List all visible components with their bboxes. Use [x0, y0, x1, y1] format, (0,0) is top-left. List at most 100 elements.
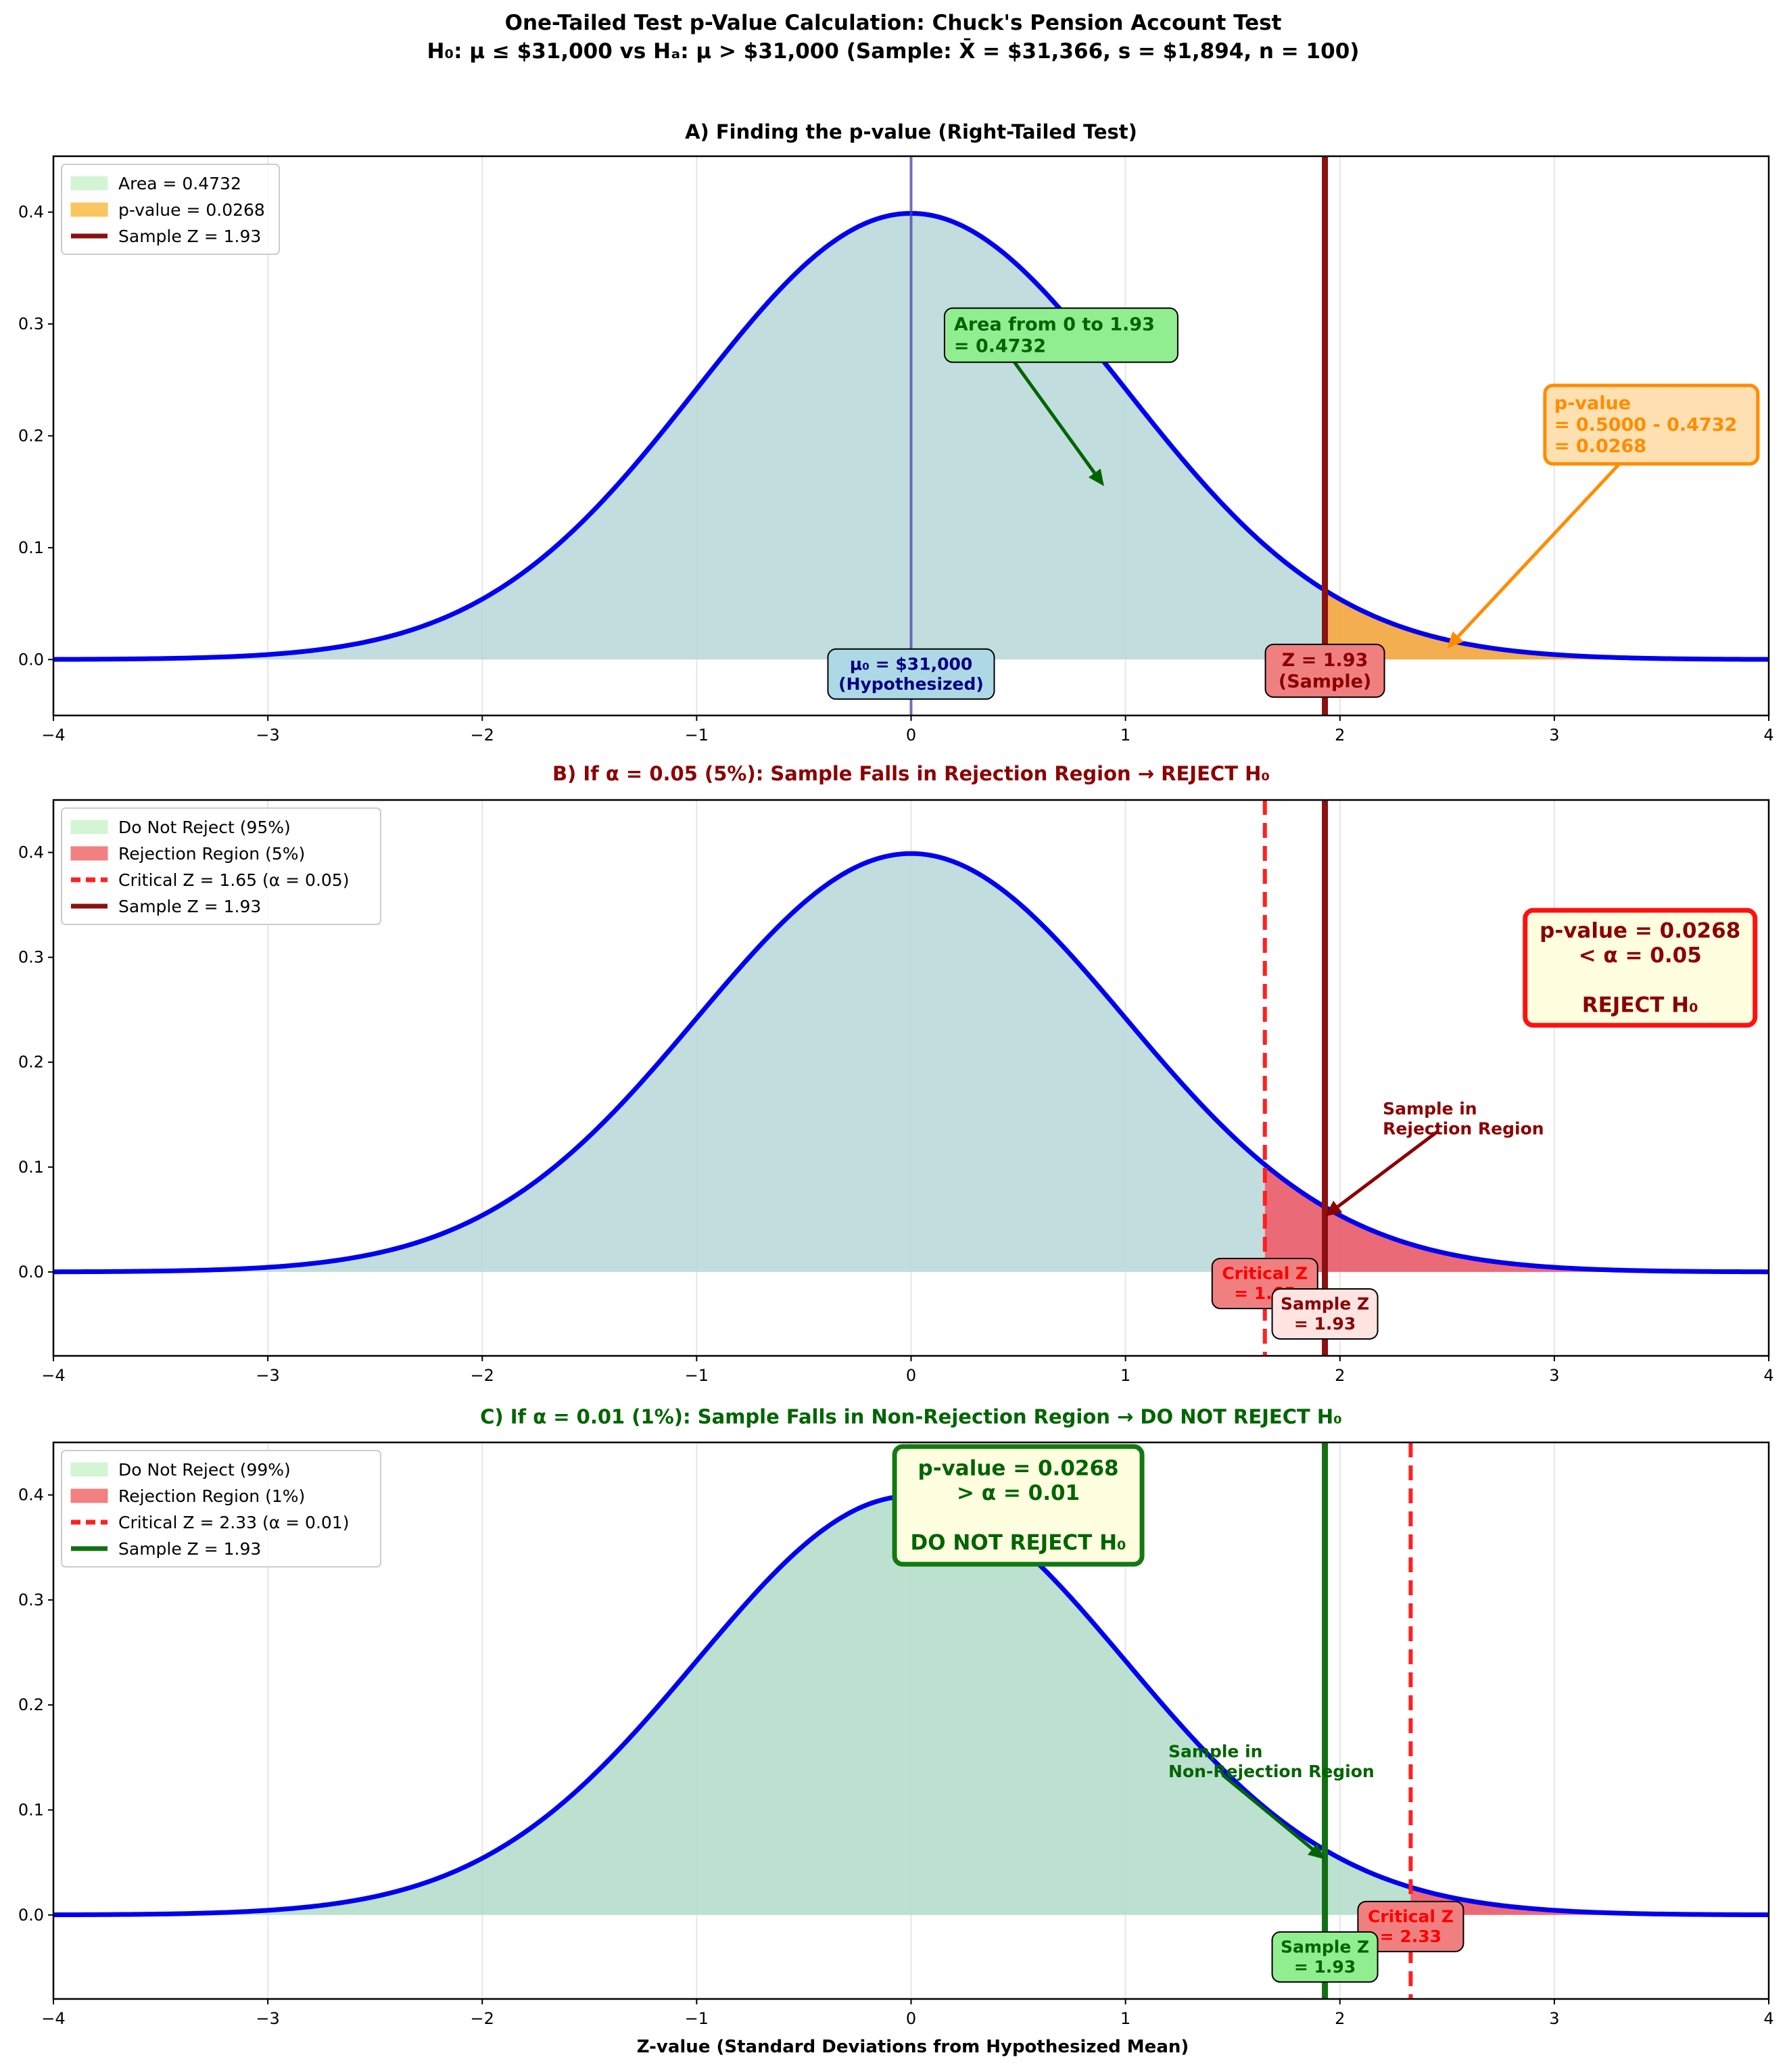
shaded-region: [1264, 1164, 1769, 1272]
annotation-box: [943, 307, 1178, 363]
panel-title: C) If α = 0.01 (1%): Sample Falls in Non…: [480, 1405, 1342, 1428]
annotation-text: = 1.93: [1294, 1314, 1356, 1334]
legend-label: Sample Z = 1.93: [118, 227, 261, 246]
x-tick-label: −4: [41, 2009, 65, 2028]
annotation-arrow: [1013, 361, 1096, 474]
x-tick-label: 2: [1335, 726, 1345, 745]
legend-label: Critical Z = 2.33 (α = 0.01): [118, 1513, 349, 1532]
annotation-text: DO NOT REJECT H₀: [911, 1530, 1126, 1555]
legend-swatch: [70, 202, 108, 217]
x-tick-label: −4: [41, 726, 65, 745]
x-tick-label: 0: [906, 2009, 916, 2028]
y-tick-label: 0.2: [18, 1695, 44, 1714]
panel-c: C) If α = 0.01 (1%): Sample Falls in Non…: [18, 1405, 1774, 2028]
y-tick-label: 0.2: [18, 427, 44, 446]
legend-swatch: [70, 846, 108, 861]
annotation-text: = 0.0268: [1554, 436, 1646, 457]
annotation-box: [827, 648, 995, 700]
legend-box: [61, 807, 381, 925]
legend-label: Do Not Reject (99%): [118, 1460, 291, 1480]
annotation-arrow: [1221, 1773, 1314, 1851]
x-tick-label: 0: [906, 1366, 916, 1385]
y-tick-label: 0.3: [18, 948, 44, 967]
x-tick-label: 4: [1763, 1366, 1773, 1385]
legend-label: Sample Z = 1.93: [118, 1539, 261, 1559]
x-tick-label: −3: [256, 2009, 279, 2028]
x-tick-label: −2: [471, 1366, 494, 1385]
x-tick-label: 1: [1120, 726, 1130, 745]
y-tick-label: 0.4: [18, 203, 44, 222]
annotation-text: Non-Rejection Region: [1168, 1762, 1375, 1781]
panel-title: A) Finding the p-value (Right-Tailed Tes…: [685, 120, 1137, 143]
y-tick-label: 0.1: [18, 538, 44, 557]
x-tick-label: 3: [1549, 1366, 1559, 1385]
panel-b: B) If α = 0.05 (5%): Sample Falls in Rej…: [18, 762, 1774, 1385]
y-tick-label: 0.4: [18, 843, 44, 862]
shaded-region: [1410, 1887, 1769, 1915]
annotation-text: Critical Z: [1368, 1906, 1454, 1926]
x-tick-label: −1: [685, 2009, 709, 2028]
x-tick-label: 3: [1549, 726, 1559, 745]
legend-swatch: [70, 176, 108, 191]
annotation-text: = 2.33: [1380, 1927, 1441, 1946]
annotation-arrow-head: [1447, 631, 1464, 649]
x-tick-label: 0: [906, 726, 916, 745]
x-tick-label: 3: [1549, 2009, 1559, 2028]
annotation-box: [1271, 1931, 1379, 1983]
annotation-text: Z = 1.93: [1282, 650, 1368, 671]
annotation-text: (Sample): [1279, 672, 1371, 692]
x-tick-label: 2: [1335, 1366, 1345, 1385]
y-tick-label: 0.0: [18, 650, 44, 669]
y-tick-label: 0.1: [18, 1800, 44, 1819]
figure-subtitle: H₀: μ ≤ $31,000 vs Hₐ: μ > $31,000 (Samp…: [427, 39, 1360, 64]
annotation-text: Critical Z: [1222, 1263, 1308, 1283]
legend-swatch: [70, 1488, 108, 1503]
annotation-text: = 1.93: [1294, 1957, 1356, 1977]
x-tick-label: −1: [685, 726, 709, 745]
annotation-box: [1264, 643, 1385, 698]
annotation-box: [1523, 908, 1758, 1028]
annotation-text: Area from 0 to 1.93: [954, 314, 1155, 335]
x-axis-label: Z-value (Standard Deviations from Hypoth…: [637, 2037, 1189, 2057]
annotation-box: [892, 1444, 1145, 1567]
annotation-text: Sample in: [1383, 1099, 1477, 1119]
legend-label: Rejection Region (5%): [118, 844, 305, 864]
legend-swatch: [70, 820, 108, 834]
annotation-arrow-head: [1325, 1200, 1343, 1217]
x-tick-label: −2: [471, 726, 494, 745]
legend-label: Rejection Region (1%): [118, 1486, 305, 1506]
y-tick-label: 0.0: [18, 1906, 44, 1925]
x-tick-label: 1: [1120, 2009, 1130, 2028]
legend-label: Area = 0.4732: [118, 174, 241, 193]
y-tick-label: 0.4: [18, 1486, 44, 1505]
y-tick-label: 0.3: [18, 314, 44, 333]
x-tick-label: −2: [471, 2009, 494, 2028]
legend-swatch: [70, 1462, 108, 1477]
x-tick-label: −3: [256, 1366, 279, 1385]
y-tick-label: 0.0: [18, 1263, 44, 1281]
annotation-box: [1543, 383, 1760, 466]
x-tick-label: 4: [1763, 726, 1773, 745]
panel-a: A) Finding the p-value (Right-Tailed Tes…: [18, 120, 1774, 745]
annotation-text: > α = 0.01: [957, 1481, 1080, 1505]
annotation-text: = 0.4732: [954, 335, 1046, 356]
x-tick-label: 2: [1335, 2009, 1345, 2028]
annotation-box: [1271, 1288, 1379, 1340]
panel-title: B) If α = 0.05 (5%): Sample Falls in Rej…: [552, 762, 1270, 785]
annotation-arrow: [1337, 1131, 1438, 1208]
annotation-text: Sample in: [1168, 1742, 1262, 1762]
annotation-text: μ₀ = $31,000: [850, 654, 973, 674]
x-tick-label: −4: [41, 1366, 65, 1385]
legend-label: Sample Z = 1.93: [118, 897, 261, 916]
annotation-box: [1357, 1900, 1464, 1952]
annotation-text: = 0.5000 - 0.4732: [1554, 415, 1737, 435]
legend-label: Do Not Reject (95%): [118, 818, 291, 837]
pdf-curve: [53, 851, 1769, 1275]
annotation-text: Sample Z: [1281, 1294, 1369, 1313]
y-tick-label: 0.1: [18, 1158, 44, 1177]
annotation-text: p-value: [1554, 393, 1631, 414]
annotation-text: p-value = 0.0268: [918, 1457, 1119, 1481]
legend-label: Critical Z = 1.65 (α = 0.05): [118, 870, 349, 890]
x-tick-label: 1: [1120, 1366, 1130, 1385]
